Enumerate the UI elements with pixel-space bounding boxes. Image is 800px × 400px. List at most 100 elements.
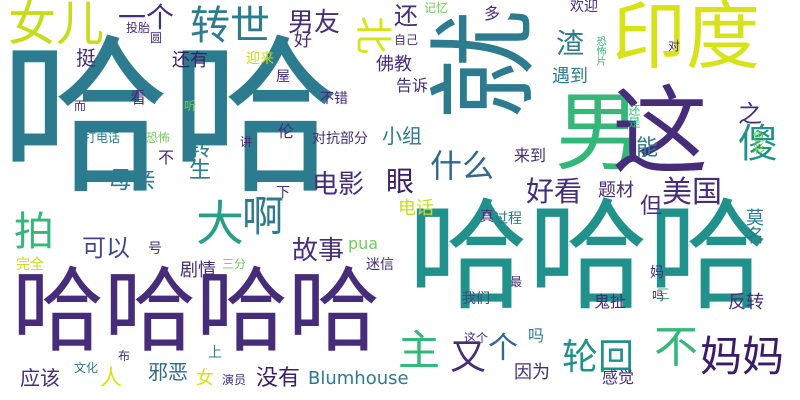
word-dianhua: 电话 <box>398 198 434 219</box>
word-hahahaha: 哈哈哈哈 <box>12 258 381 365</box>
word-zhu: 主 <box>398 326 441 375</box>
word-hahaha: 哈哈哈 <box>408 188 768 327</box>
word-dianying: 电影 <box>312 170 365 200</box>
word-san: 三 <box>656 287 670 303</box>
word-jiang: 讲 <box>240 135 253 149</box>
word-nuer: 女儿 <box>8 0 105 52</box>
word-wu: 屋 <box>276 69 290 85</box>
word-mama: 妈妈 <box>700 332 785 381</box>
word-yanyuan: 演员 <box>222 373 247 387</box>
word-hai: 还 <box>394 2 418 30</box>
word-secai: 色彩 <box>751 130 765 154</box>
word-toutai: 投胎 <box>126 21 151 35</box>
word-nv: 女 <box>196 368 214 389</box>
word-pai: 拍 <box>14 209 54 255</box>
word-xiaozu: 小组 <box>382 124 422 148</box>
word-kan: 看 <box>130 88 147 107</box>
word-haha: 哈哈 <box>0 20 341 218</box>
word-hao-small: 号 <box>148 241 162 257</box>
word-ma-small: 吗 <box>652 289 665 303</box>
word-ting-small: 听 <box>184 99 197 113</box>
word-wenhua: 文化 <box>74 361 99 375</box>
word-duo: 多 <box>484 4 501 23</box>
word-ticai: 题材 <box>598 180 634 201</box>
word-blumhouse: Blumhouse <box>308 368 409 389</box>
word-nanyou: 男友 <box>288 8 341 38</box>
word-juqing: 剧情 <box>180 260 216 281</box>
word-yige: 一个 <box>118 1 175 34</box>
word-fanzhuan: 反转 <box>728 292 764 313</box>
word-dui: 对 <box>668 39 681 53</box>
word-yinwei: 因为 <box>514 362 550 383</box>
word-ting: 挺 <box>76 46 96 70</box>
word-gushi: 故事 <box>292 236 345 266</box>
word-yindu: 印度 <box>612 0 760 80</box>
word-wanquan: 完全 <box>16 257 44 273</box>
word-nan: 男 <box>555 83 641 183</box>
word-shang: 上 <box>208 345 222 361</box>
word-pua: pua <box>348 234 379 253</box>
word-kongbu: 恐怖 <box>146 131 171 145</box>
word-haishi: 还是 <box>627 104 641 128</box>
word-rotated-large: 就 <box>421 10 549 120</box>
word-kongbupian: 恐怖片 <box>594 36 605 66</box>
word-zhege: 这个 <box>464 331 489 345</box>
word-women: 我们 <box>462 291 490 307</box>
word-muqin: 母亲 <box>108 166 156 194</box>
word-mixin: 迷信 <box>366 257 394 273</box>
word-yingai: 应该 <box>20 366 60 390</box>
word-gaosu: 告诉 <box>396 76 429 95</box>
word-bei: 北 <box>351 15 396 55</box>
word-sha: 傻 <box>738 121 778 167</box>
word-neng: 能 <box>636 136 659 161</box>
word-laidao: 来到 <box>514 146 547 165</box>
word-xia: 下 <box>276 185 290 201</box>
word-hao: 好 <box>294 30 312 51</box>
word-jiyi: 记忆 <box>424 1 449 15</box>
word-bu: 不 <box>654 322 698 373</box>
word-bucuo: 不错 <box>320 91 348 107</box>
word-zhuanshi: 转世 <box>190 3 270 49</box>
word-zhi: 之 <box>738 100 762 128</box>
word-guocheng: 过程 <box>494 211 522 227</box>
word-zhen: 真 <box>480 209 494 225</box>
word-huanying: 欢迎 <box>570 0 598 15</box>
word-ge: 个 <box>488 331 518 366</box>
word-bu-left: 不 <box>158 148 175 167</box>
word-zhuansheng: 转生 <box>185 136 210 180</box>
word-lunhui: 轮回 <box>562 337 635 378</box>
word-guiche: 鬼扯 <box>594 292 627 311</box>
word-dan: 但 <box>640 194 663 219</box>
word-yan: 眼 <box>386 165 415 198</box>
word-meiyou: 没有 <box>256 366 301 391</box>
word-keyi: 可以 <box>82 234 130 262</box>
word-you: 又 <box>450 337 487 378</box>
word-yinglai: 迎来 <box>246 51 274 67</box>
word-haokan: 好看 <box>526 175 583 208</box>
word-sanfen: 三分 <box>222 257 247 271</box>
word-bu-small: 布 <box>118 349 131 363</box>
word-yuan: 圆 <box>150 31 163 45</box>
word-fojiao: 佛教 <box>376 54 412 75</box>
word-duikang: 对抗部分 <box>312 131 368 147</box>
word-zhe: 这 <box>612 76 708 188</box>
word-lun: 伦 <box>278 122 295 141</box>
word-moming: 莫名 <box>743 208 764 244</box>
word-ren: 人 <box>100 366 123 391</box>
word-ma-bottom: 吗 <box>528 326 545 345</box>
word-a: 啊 <box>242 192 285 241</box>
word-shenme: 什么 <box>430 147 495 185</box>
word-xiee: 邪恶 <box>148 360 188 384</box>
word-ma-right: 妈 <box>650 265 664 281</box>
word-zha: 渣 <box>556 27 585 60</box>
word-haiyou: 还有 <box>172 50 208 71</box>
word-dadianhua: 打电话 <box>84 131 121 145</box>
word-zui: 最 <box>510 275 523 289</box>
word-yudao: 遇到 <box>552 66 588 87</box>
word-er: 而 <box>74 99 87 113</box>
word-meiguo: 美国 <box>662 175 722 210</box>
word-ganjue: 感觉 <box>602 368 635 387</box>
word-ziji: 自己 <box>394 33 419 47</box>
word-da: 大 <box>196 196 245 252</box>
